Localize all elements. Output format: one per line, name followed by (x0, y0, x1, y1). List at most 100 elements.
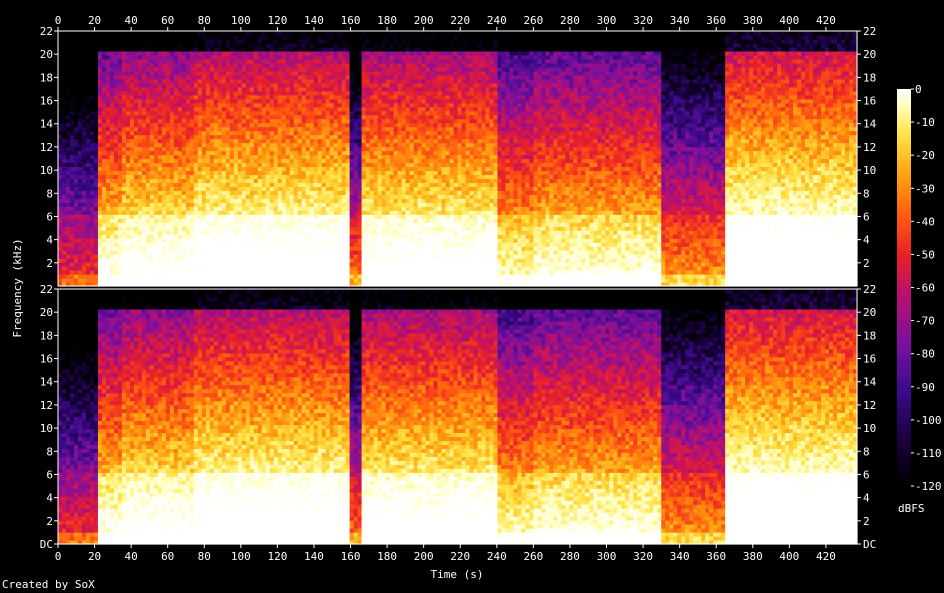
heatmap-cell (109, 150, 115, 156)
heatmap-cell (277, 250, 283, 255)
heatmap-cell (209, 142, 215, 148)
heatmap-cell (309, 242, 315, 247)
heatmap-cell (337, 186, 343, 191)
heatmap-cell (321, 142, 327, 148)
heatmap-cell (345, 134, 351, 140)
heatmap-cell (177, 106, 183, 112)
heatmap-cell (309, 102, 315, 108)
heatmap-cell (133, 58, 139, 64)
heatmap-cell (273, 250, 279, 255)
heatmap-cell (301, 222, 307, 227)
heatmap-cell (193, 174, 199, 180)
heatmap-cell (61, 94, 67, 100)
heatmap-cell (69, 254, 75, 259)
heatmap-cell (137, 66, 143, 72)
heatmap-cell (141, 70, 147, 76)
heatmap-cell (169, 46, 175, 52)
heatmap-cell (189, 186, 195, 191)
heatmap-cell (65, 42, 71, 48)
heatmap-cell (189, 138, 195, 144)
heatmap-cell (365, 106, 371, 112)
heatmap-cell (317, 34, 323, 40)
heatmap-cell (361, 114, 367, 120)
heatmap-cell (153, 158, 159, 164)
heatmap-cell (333, 74, 339, 80)
heatmap-cell (305, 162, 311, 168)
heatmap-cell (237, 70, 243, 76)
heatmap-cell (309, 238, 315, 243)
heatmap-cell (137, 166, 143, 172)
heatmap-cell (58, 174, 63, 180)
heatmap-cell (225, 122, 231, 128)
heatmap-cell (149, 150, 155, 156)
heatmap-cell (329, 202, 335, 207)
heatmap-cell (293, 142, 299, 148)
heatmap-cell (81, 58, 87, 64)
heatmap-cell (241, 254, 247, 259)
heatmap-cell (265, 118, 271, 124)
heatmap-cell (221, 58, 227, 64)
heatmap-cell (269, 102, 275, 108)
heatmap-cell (173, 262, 179, 267)
heatmap-cell (85, 150, 91, 156)
heatmap-cell (193, 31, 199, 36)
heatmap-cell (349, 110, 355, 116)
heatmap-cell (237, 218, 243, 223)
heatmap-cell (69, 158, 75, 164)
heatmap-cell (253, 230, 259, 235)
heatmap-cell (61, 190, 67, 195)
heatmap-cell (149, 242, 155, 247)
heatmap-cell (161, 162, 167, 168)
heatmap-cell (309, 266, 315, 271)
heatmap-cell (125, 74, 131, 80)
heatmap-cell (58, 86, 63, 92)
heatmap-cell (77, 86, 83, 92)
heatmap-cell (85, 58, 91, 64)
heatmap-cell (81, 74, 87, 80)
heatmap-cell (245, 118, 251, 124)
heatmap-cell (141, 90, 147, 96)
heatmap-cell (133, 142, 139, 148)
heatmap-cell (353, 258, 359, 263)
heatmap-cell (129, 178, 135, 183)
heatmap-cell (237, 122, 243, 128)
heatmap-cell (85, 98, 91, 104)
heatmap-cell (153, 218, 159, 223)
heatmap-cell (337, 194, 343, 199)
heatmap-cell (221, 130, 227, 136)
heatmap-cell (193, 246, 199, 251)
heatmap-cell (165, 86, 171, 92)
heatmap-cell (177, 190, 183, 195)
heatmap-cell (233, 158, 239, 164)
heatmap-cell (233, 66, 239, 72)
heatmap-cell (329, 266, 335, 271)
heatmap-cell (293, 54, 299, 60)
heatmap-cell (81, 46, 87, 52)
heatmap-cell (297, 82, 303, 88)
heatmap-cell (289, 70, 295, 76)
heatmap-cell (97, 50, 103, 56)
heatmap-cell (177, 238, 183, 243)
heatmap-cell (349, 106, 355, 112)
heatmap-cell (201, 34, 207, 40)
heatmap-cell (269, 198, 275, 203)
heatmap-cell (357, 150, 363, 156)
heatmap-cell (153, 150, 159, 156)
heatmap-cell (205, 134, 211, 140)
heatmap-cell (153, 174, 159, 180)
heatmap-cell (169, 146, 175, 152)
heatmap-cell (65, 210, 71, 215)
heatmap-cell (221, 202, 227, 207)
heatmap-cell (365, 162, 371, 168)
heatmap-cell (65, 106, 71, 112)
heatmap-cell (141, 54, 147, 60)
heatmap-cell (277, 194, 283, 199)
heatmap-cell (265, 34, 271, 40)
heatmap-cell (253, 106, 259, 112)
heatmap-cell (249, 270, 255, 275)
heatmap-cell (293, 226, 299, 231)
heatmap-cell (241, 42, 247, 48)
heatmap-cell (349, 42, 355, 48)
heatmap-cell (137, 78, 143, 84)
heatmap-cell (365, 226, 371, 231)
